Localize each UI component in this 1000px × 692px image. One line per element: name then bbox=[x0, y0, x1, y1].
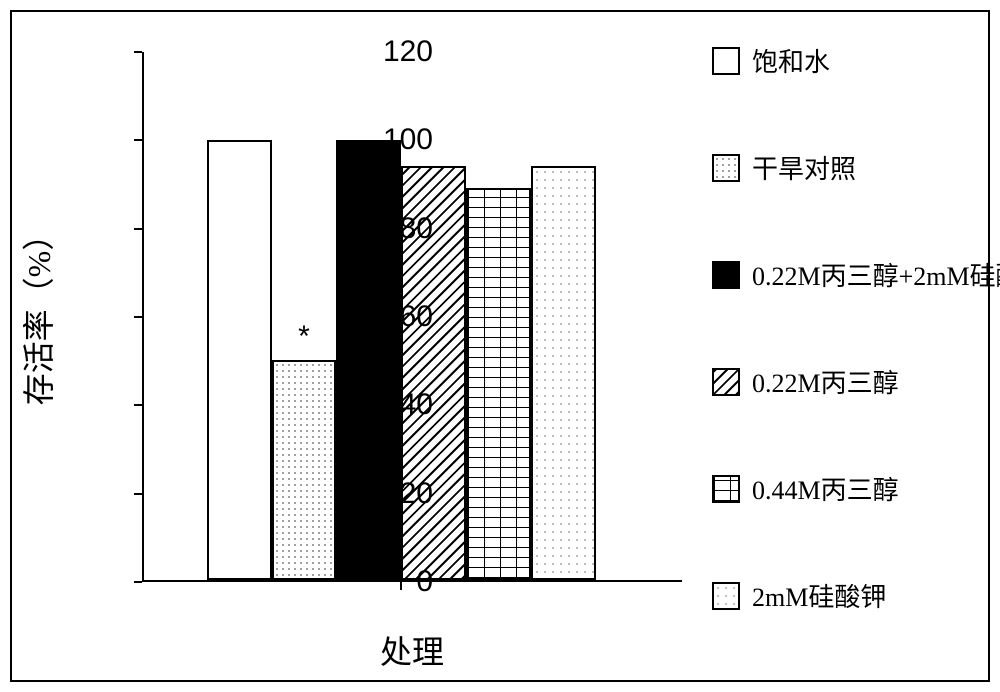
legend-item: 饱和水 bbox=[712, 42, 977, 79]
legend: 饱和水干旱对照 0.22M丙三醇+2mM硅酸钾 0.22M丙三醇 0.44M丙三醇 2m… bbox=[712, 42, 977, 684]
y-tick-label: 0 bbox=[353, 565, 433, 599]
legend-item: 0.22M丙三醇 bbox=[712, 363, 977, 400]
y-tick-label: 40 bbox=[353, 388, 433, 422]
legend-item: 0.22M丙三醇+2mM硅酸钾 bbox=[712, 256, 977, 293]
legend-label: 干旱对照 bbox=[752, 149, 856, 186]
bar bbox=[272, 360, 337, 580]
legend-label: 0.44M丙三醇 bbox=[752, 470, 899, 507]
y-tick bbox=[134, 316, 142, 318]
y-tick bbox=[134, 139, 142, 141]
y-tick-label: 60 bbox=[353, 300, 433, 334]
chart-container: 存活率（%） 处理 * 饱和水干旱对照 0.22M丙三醇+2mM硅酸钾 0.22M丙… bbox=[10, 10, 990, 682]
bar-annotation: * bbox=[298, 320, 310, 354]
legend-swatch bbox=[712, 154, 740, 182]
y-tick bbox=[134, 581, 142, 583]
y-tick-label: 100 bbox=[353, 123, 433, 157]
legend-swatch bbox=[712, 582, 740, 610]
bar bbox=[466, 188, 531, 580]
y-tick-label: 80 bbox=[353, 212, 433, 246]
y-tick-label: 120 bbox=[353, 35, 433, 69]
legend-swatch bbox=[712, 368, 740, 396]
legend-swatch bbox=[712, 47, 740, 75]
legend-label: 0.22M丙三醇 bbox=[752, 363, 899, 400]
y-tick bbox=[134, 228, 142, 230]
bar bbox=[531, 166, 596, 580]
legend-item: 2mM硅酸钾 bbox=[712, 577, 977, 614]
legend-item: 干旱对照 bbox=[712, 149, 977, 186]
legend-item: 0.44M丙三醇 bbox=[712, 470, 977, 507]
legend-label: 0.22M丙三醇+2mM硅酸钾 bbox=[752, 256, 1000, 293]
y-tick-label: 20 bbox=[353, 477, 433, 511]
bar bbox=[336, 140, 401, 580]
y-tick bbox=[134, 51, 142, 53]
y-tick bbox=[134, 493, 142, 495]
legend-label: 2mM硅酸钾 bbox=[752, 577, 886, 614]
bar bbox=[207, 140, 272, 580]
y-axis-title: 存活率（%） bbox=[14, 219, 60, 406]
legend-swatch bbox=[712, 261, 740, 289]
legend-swatch bbox=[712, 475, 740, 503]
x-axis-title: 处理 bbox=[380, 627, 444, 673]
y-tick bbox=[134, 404, 142, 406]
legend-label: 饱和水 bbox=[752, 42, 830, 79]
